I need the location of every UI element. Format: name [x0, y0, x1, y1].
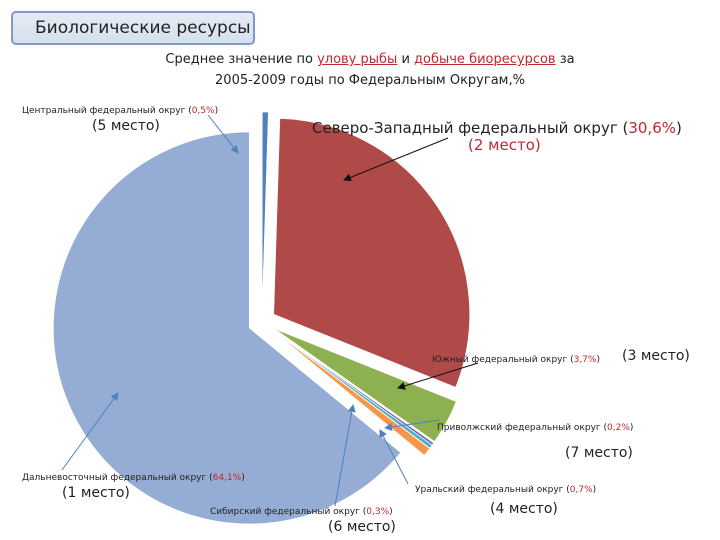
pie-slice: [273, 330, 433, 449]
label-siberia: Сибирский федеральный округ (0,3%): [210, 507, 393, 517]
label-south: Южный федеральный округ (3,7%): [432, 355, 600, 365]
label-value: 0,7%: [569, 485, 593, 495]
label-value: 30,6%: [628, 119, 676, 137]
section-title: Биологические ресурсы: [11, 11, 255, 45]
label-name: Приволжский федеральный округ: [437, 423, 601, 433]
pie-slice: [53, 131, 402, 525]
title-part: и: [397, 52, 415, 67]
leader-line-far-east: [61, 392, 119, 471]
chart-title: Среднее значение по улову рыбы и добыче …: [120, 49, 620, 91]
leader-line-volga: [384, 419, 441, 431]
label-value: 3,7%: [573, 355, 597, 365]
rank-south: (3 место): [622, 348, 690, 364]
label-name: Уральский федеральный округ: [415, 485, 564, 495]
title-part: за: [555, 52, 575, 67]
label-ural: Уральский федеральный округ (0,7%): [415, 485, 597, 495]
label-name: Южный федеральный округ: [432, 355, 568, 365]
rank-ural: (4 место): [490, 501, 558, 517]
title-part: улову рыбы: [317, 52, 398, 67]
rank-volga: (7 место): [565, 445, 633, 461]
label-far-east: Дальневосточный федеральный округ (64,1%…: [22, 473, 245, 483]
rank-far-east: (1 место): [62, 485, 130, 501]
label-value: 64,1%: [212, 473, 242, 483]
title-part: Среднее значение по: [165, 52, 318, 67]
label-name: Центральный федеральный округ: [22, 106, 186, 116]
label-name: Северо-Западный федеральный округ: [312, 119, 618, 137]
leader-line-central: [207, 114, 239, 154]
pie-slice: [273, 118, 470, 388]
label-name: Сибирский федеральный округ: [210, 507, 360, 517]
label-volga: Приволжский федеральный округ (0,2%): [437, 423, 634, 433]
rank-northwest: (2 место): [468, 136, 541, 154]
label-northwest: Северо-Западный федеральный округ (30,6%…: [312, 119, 682, 137]
leader-line-northwest: [343, 137, 449, 182]
label-value: 0,2%: [607, 423, 630, 433]
label-central: Центральный федеральный округ (0,5%): [22, 106, 219, 116]
chart-title-line2: 2005-2009 годы по Федеральным Округам,%: [215, 73, 525, 88]
pie-slice: [261, 111, 269, 309]
label-value: 0,3%: [366, 507, 390, 517]
label-name: Дальневосточный федеральный округ: [22, 473, 207, 483]
label-value: 0,5%: [191, 106, 215, 116]
pie-slices: [53, 111, 470, 525]
rank-central: (5 место): [92, 118, 160, 134]
leader-line-ural: [379, 429, 409, 485]
leader-lines: [61, 114, 479, 507]
title-part: добыче биоресурсов: [414, 52, 556, 67]
pie-slice: [274, 328, 457, 442]
chart-title-line1: Среднее значение по улову рыбы и добыче …: [120, 49, 620, 70]
leader-line-siberia: [334, 404, 356, 507]
rank-siberia: (6 место): [328, 519, 396, 535]
leader-line-south: [397, 362, 479, 390]
